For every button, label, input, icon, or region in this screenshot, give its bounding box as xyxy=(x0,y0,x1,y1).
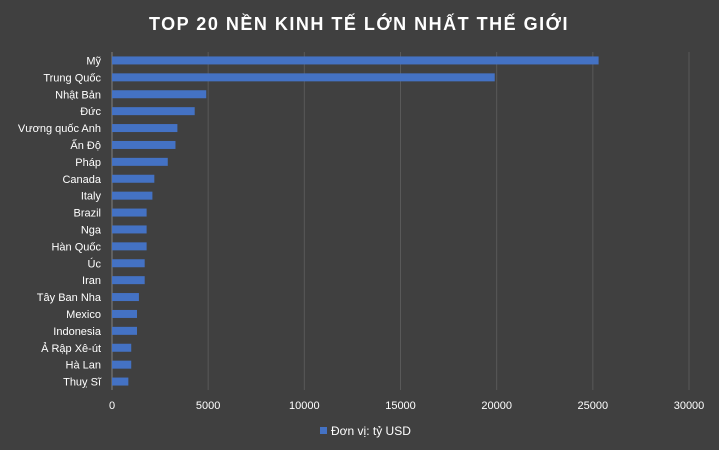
x-tick-label: 0 xyxy=(109,400,115,412)
category-label: Đức xyxy=(80,106,101,118)
bar xyxy=(112,259,145,268)
category-label: Thuỵ Sĩ xyxy=(63,377,102,389)
x-tick-label: 15000 xyxy=(385,400,416,412)
category-label: Ấn Độ xyxy=(70,139,101,152)
bar xyxy=(112,309,138,318)
x-tick-label: 30000 xyxy=(674,400,705,412)
bar xyxy=(112,343,132,352)
category-label: Pháp xyxy=(75,157,101,169)
bar xyxy=(112,242,147,251)
category-label: Úc xyxy=(88,257,102,270)
bars xyxy=(112,56,599,386)
category-label: Ả Rập Xê-út xyxy=(41,342,101,355)
x-tick-labels: 0 5000 10000 15000 20000 25000 30000 xyxy=(109,400,704,412)
category-labels: Mỹ Trung Quốc Nhật Bản Đức Vương quốc Anh Ấn … xyxy=(18,55,102,388)
category-label: Iran xyxy=(82,275,101,287)
bar xyxy=(112,140,176,149)
x-tick-label: 25000 xyxy=(578,400,609,412)
bar xyxy=(112,276,145,285)
category-label: Brazil xyxy=(73,208,101,220)
x-tick-label: 5000 xyxy=(196,400,220,412)
category-label: Italy xyxy=(81,191,102,203)
x-tick-label: 10000 xyxy=(289,400,320,412)
bar xyxy=(112,174,155,183)
category-label: Trung Quốc xyxy=(43,72,101,84)
category-label: Hàn Quốc xyxy=(51,241,101,253)
legend: Đơn vị: tỷ USD xyxy=(320,424,411,438)
category-label: Indonesia xyxy=(53,326,102,338)
bar xyxy=(112,56,599,65)
bar xyxy=(112,293,139,302)
bar xyxy=(112,157,168,166)
x-tick-label: 20000 xyxy=(481,400,512,412)
bar xyxy=(112,73,495,82)
legend-swatch xyxy=(320,427,327,434)
category-label: Canada xyxy=(62,174,101,186)
category-label: Mexico xyxy=(66,309,101,321)
bar xyxy=(112,377,129,386)
category-label: Nga xyxy=(81,224,102,236)
bar xyxy=(112,326,138,335)
bar xyxy=(112,90,207,99)
category-label: Vương quốc Anh xyxy=(18,123,101,135)
category-label: Hà Lan xyxy=(66,360,101,372)
category-label: Mỹ xyxy=(86,55,101,67)
legend-label: Đơn vị: tỷ USD xyxy=(331,424,411,438)
bar xyxy=(112,208,147,217)
category-label: Nhật Bản xyxy=(55,89,101,101)
bar xyxy=(112,124,178,133)
bar xyxy=(112,191,153,200)
chart-title: TOP 20 NỀN KINH TẾ LỚN NHẤT THẾ GIỚI xyxy=(149,13,569,34)
bar xyxy=(112,225,147,234)
category-label: Tây Ban Nha xyxy=(37,292,102,304)
bar xyxy=(112,360,132,369)
bar xyxy=(112,107,195,116)
